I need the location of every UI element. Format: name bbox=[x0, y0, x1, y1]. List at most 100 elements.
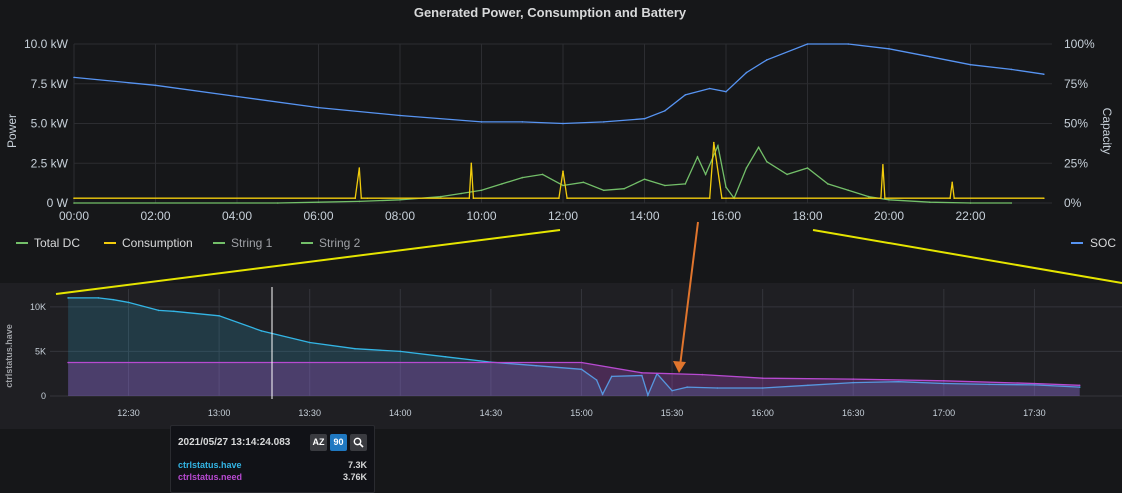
y-axis-label: Power bbox=[5, 114, 19, 148]
data-point bbox=[601, 393, 604, 395]
legend-item-label: String 1 bbox=[231, 236, 273, 250]
data-point bbox=[929, 201, 931, 203]
data-point bbox=[480, 189, 483, 192]
data-point bbox=[521, 176, 524, 179]
data-point bbox=[562, 170, 564, 172]
x-tick-label: 16:00 bbox=[711, 209, 741, 223]
series-lines bbox=[73, 43, 1045, 204]
power-chart: Generated Power, Consumption and Battery… bbox=[5, 5, 1116, 250]
x-tick-label: 18:00 bbox=[792, 209, 822, 223]
x-tick-label: 13:30 bbox=[298, 408, 321, 418]
tooltip-series-value: 7.3K bbox=[347, 460, 367, 470]
hover-tooltip: 2021/05/27 13:14:24.083 AZ 90 ctrlstatus… bbox=[170, 425, 375, 493]
series-area-have bbox=[68, 297, 1080, 396]
data-point bbox=[641, 374, 643, 377]
x-tick-label: 22:00 bbox=[955, 209, 985, 223]
x-tick-label: 00:00 bbox=[59, 209, 89, 223]
x-tick-label: 13:00 bbox=[208, 408, 231, 418]
data-point bbox=[721, 197, 723, 199]
top-chart-panel: Generated Power, Consumption and Battery… bbox=[5, 5, 1117, 250]
sort-alpha-icon[interactable]: AZ bbox=[310, 433, 327, 451]
data-point bbox=[806, 167, 809, 169]
sort-numeric-icon[interactable]: 90 bbox=[330, 433, 347, 451]
data-point bbox=[807, 384, 809, 387]
data-point bbox=[580, 368, 583, 371]
data-point bbox=[745, 71, 748, 74]
x-tick-label: 12:30 bbox=[117, 408, 140, 418]
data-point bbox=[953, 197, 955, 199]
data-point bbox=[684, 94, 687, 96]
x-tick-label: 08:00 bbox=[385, 209, 415, 223]
legend-item-label: Consumption bbox=[122, 236, 193, 250]
data-point bbox=[671, 389, 673, 392]
data-point bbox=[696, 156, 699, 158]
y-tick-label: 0 W bbox=[47, 196, 69, 210]
x-tick-label: 17:00 bbox=[933, 408, 956, 418]
x-axis-ticks: 00:00 02:00 04:00 06:00 08:00 10:00 12:00 14:00… bbox=[59, 209, 986, 223]
y-tick-label: 10K bbox=[30, 302, 46, 312]
data-point bbox=[440, 195, 442, 198]
data-point bbox=[67, 361, 69, 364]
data-point bbox=[470, 162, 473, 165]
data-point bbox=[745, 167, 748, 169]
data-point bbox=[399, 114, 401, 117]
data-point bbox=[472, 197, 475, 199]
data-point bbox=[951, 181, 953, 184]
data-point bbox=[623, 187, 625, 190]
y2-tick-label: 0% bbox=[1064, 196, 1082, 210]
y2-tick-label: 75% bbox=[1064, 77, 1088, 91]
data-point bbox=[888, 199, 890, 201]
data-point bbox=[501, 183, 503, 185]
data-point bbox=[664, 184, 666, 187]
data-point bbox=[716, 387, 719, 389]
data-point bbox=[277, 202, 279, 204]
tooltip-timestamp: 2021/05/27 13:14:24.083 bbox=[178, 436, 291, 448]
data-point bbox=[154, 84, 157, 87]
search-icon[interactable] bbox=[350, 433, 367, 451]
x-tick-label: 20:00 bbox=[874, 209, 904, 223]
data-point bbox=[1033, 382, 1036, 385]
data-point bbox=[1033, 384, 1036, 386]
data-point bbox=[969, 63, 972, 66]
data-point bbox=[806, 43, 809, 45]
series-area-need bbox=[68, 362, 1080, 396]
data-point bbox=[943, 382, 945, 385]
data-point bbox=[73, 202, 75, 204]
series-line-consumption bbox=[74, 142, 1044, 199]
data-point bbox=[354, 347, 356, 350]
data-point bbox=[480, 121, 483, 123]
data-point bbox=[1043, 73, 1045, 75]
data-point bbox=[399, 199, 401, 201]
legend[interactable]: Total DC Consumption String 1 String 2 SOC bbox=[16, 236, 1116, 250]
x-tick-label: 06:00 bbox=[303, 209, 333, 223]
data-point bbox=[988, 383, 990, 386]
data-point bbox=[867, 195, 870, 198]
data-point bbox=[157, 309, 160, 312]
tooltip-row-need: ctrlstatus.need 3.76K bbox=[178, 472, 367, 482]
y-tick-label: 0 bbox=[41, 391, 46, 401]
data-point bbox=[67, 297, 69, 299]
data-point bbox=[847, 43, 850, 45]
data-point bbox=[173, 310, 175, 313]
bottom-y-axis-label: ctrlstatus.have bbox=[4, 324, 14, 388]
x-tick-label: 04:00 bbox=[222, 209, 252, 223]
data-point bbox=[1043, 197, 1045, 199]
data-point bbox=[236, 95, 238, 98]
data-point bbox=[884, 197, 886, 199]
x-tick-label: 14:00 bbox=[389, 408, 412, 418]
bottom-series-areas bbox=[67, 297, 1081, 397]
ctrlstatus-chart: ctrlstatus.have 0 5K 10K 12:30 13:00 13:30 14… bbox=[4, 287, 1122, 418]
data-point bbox=[562, 184, 564, 187]
data-point bbox=[641, 372, 643, 374]
x-tick-label: 02:00 bbox=[140, 209, 170, 223]
data-point bbox=[852, 381, 854, 384]
data-point bbox=[969, 202, 972, 204]
legend-item-label: SOC bbox=[1090, 236, 1116, 250]
data-point bbox=[73, 197, 75, 199]
data-point bbox=[610, 375, 613, 378]
data-point bbox=[112, 298, 115, 301]
data-point bbox=[541, 173, 544, 176]
data-point bbox=[582, 181, 585, 184]
data-point bbox=[897, 380, 900, 383]
data-point bbox=[929, 55, 931, 58]
